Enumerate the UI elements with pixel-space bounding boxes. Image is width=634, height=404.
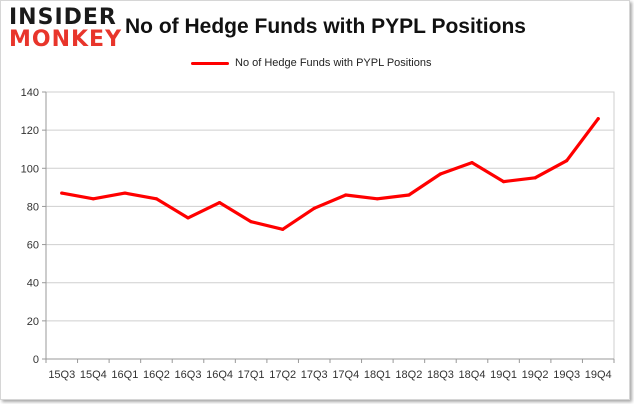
x-tick-label: 16Q4 (206, 369, 233, 381)
data-point (281, 227, 285, 231)
data-point (154, 197, 159, 201)
x-tick-label: 18Q4 (459, 369, 486, 381)
y-tick-label: 0 (33, 354, 39, 366)
x-tick-label: 16Q3 (175, 369, 202, 381)
x-tick-label: 15Q3 (48, 369, 75, 381)
y-tick-label: 140 (21, 87, 39, 99)
data-point (501, 180, 506, 184)
y-tick-label: 40 (27, 278, 39, 290)
data-point (596, 117, 600, 121)
data-point (533, 176, 537, 180)
chart-legend: No of Hedge Funds with PYPL Positions (191, 56, 431, 70)
insider-monkey-logo: INSIDER MONKEY (9, 5, 123, 53)
plot-area (45, 91, 615, 360)
y-tick-label: 20 (27, 316, 39, 328)
x-tick-label: 17Q4 (332, 369, 359, 381)
y-tick-label: 100 (21, 163, 39, 175)
logo-line-top: INSIDER (9, 5, 117, 30)
data-point (60, 191, 64, 195)
x-tick-label: 18Q3 (427, 369, 454, 381)
data-point (470, 160, 474, 165)
x-tick-label: 18Q2 (395, 369, 422, 381)
y-tick-label: 80 (27, 201, 39, 213)
x-tick-label: 19Q4 (585, 369, 612, 381)
x-tick-label: 16Q2 (143, 369, 170, 381)
x-tick-label: 15Q4 (80, 369, 107, 381)
x-tick-label: 19Q2 (522, 369, 549, 381)
x-tick-label: 16Q1 (111, 369, 138, 381)
data-point (312, 206, 316, 210)
data-point (375, 197, 379, 201)
data-point (565, 159, 569, 163)
data-point (217, 201, 222, 205)
data-point (186, 216, 190, 220)
logo-line-bottom: MONKEY (9, 27, 123, 52)
x-tick-label: 18Q1 (364, 369, 391, 381)
chart-title: No of Hedge Funds with PYPL Positions (125, 15, 526, 38)
y-tick-label: 60 (27, 240, 39, 252)
x-tick-label: 19Q1 (490, 369, 517, 381)
data-point (438, 172, 443, 176)
data-point (407, 193, 411, 197)
data-point (91, 197, 95, 201)
data-point (344, 193, 348, 197)
x-tick-label: 17Q3 (301, 369, 328, 381)
series-line (60, 117, 600, 231)
legend-label: No of Hedge Funds with PYPL Positions (235, 57, 432, 69)
x-tick-label: 19Q3 (553, 369, 580, 381)
legend-line-swatch (191, 61, 229, 65)
data-point (249, 220, 253, 224)
x-tick-label: 17Q2 (269, 369, 296, 381)
x-tick-label: 17Q1 (238, 369, 265, 381)
data-point (123, 191, 127, 195)
y-tick-label: 120 (21, 125, 39, 137)
